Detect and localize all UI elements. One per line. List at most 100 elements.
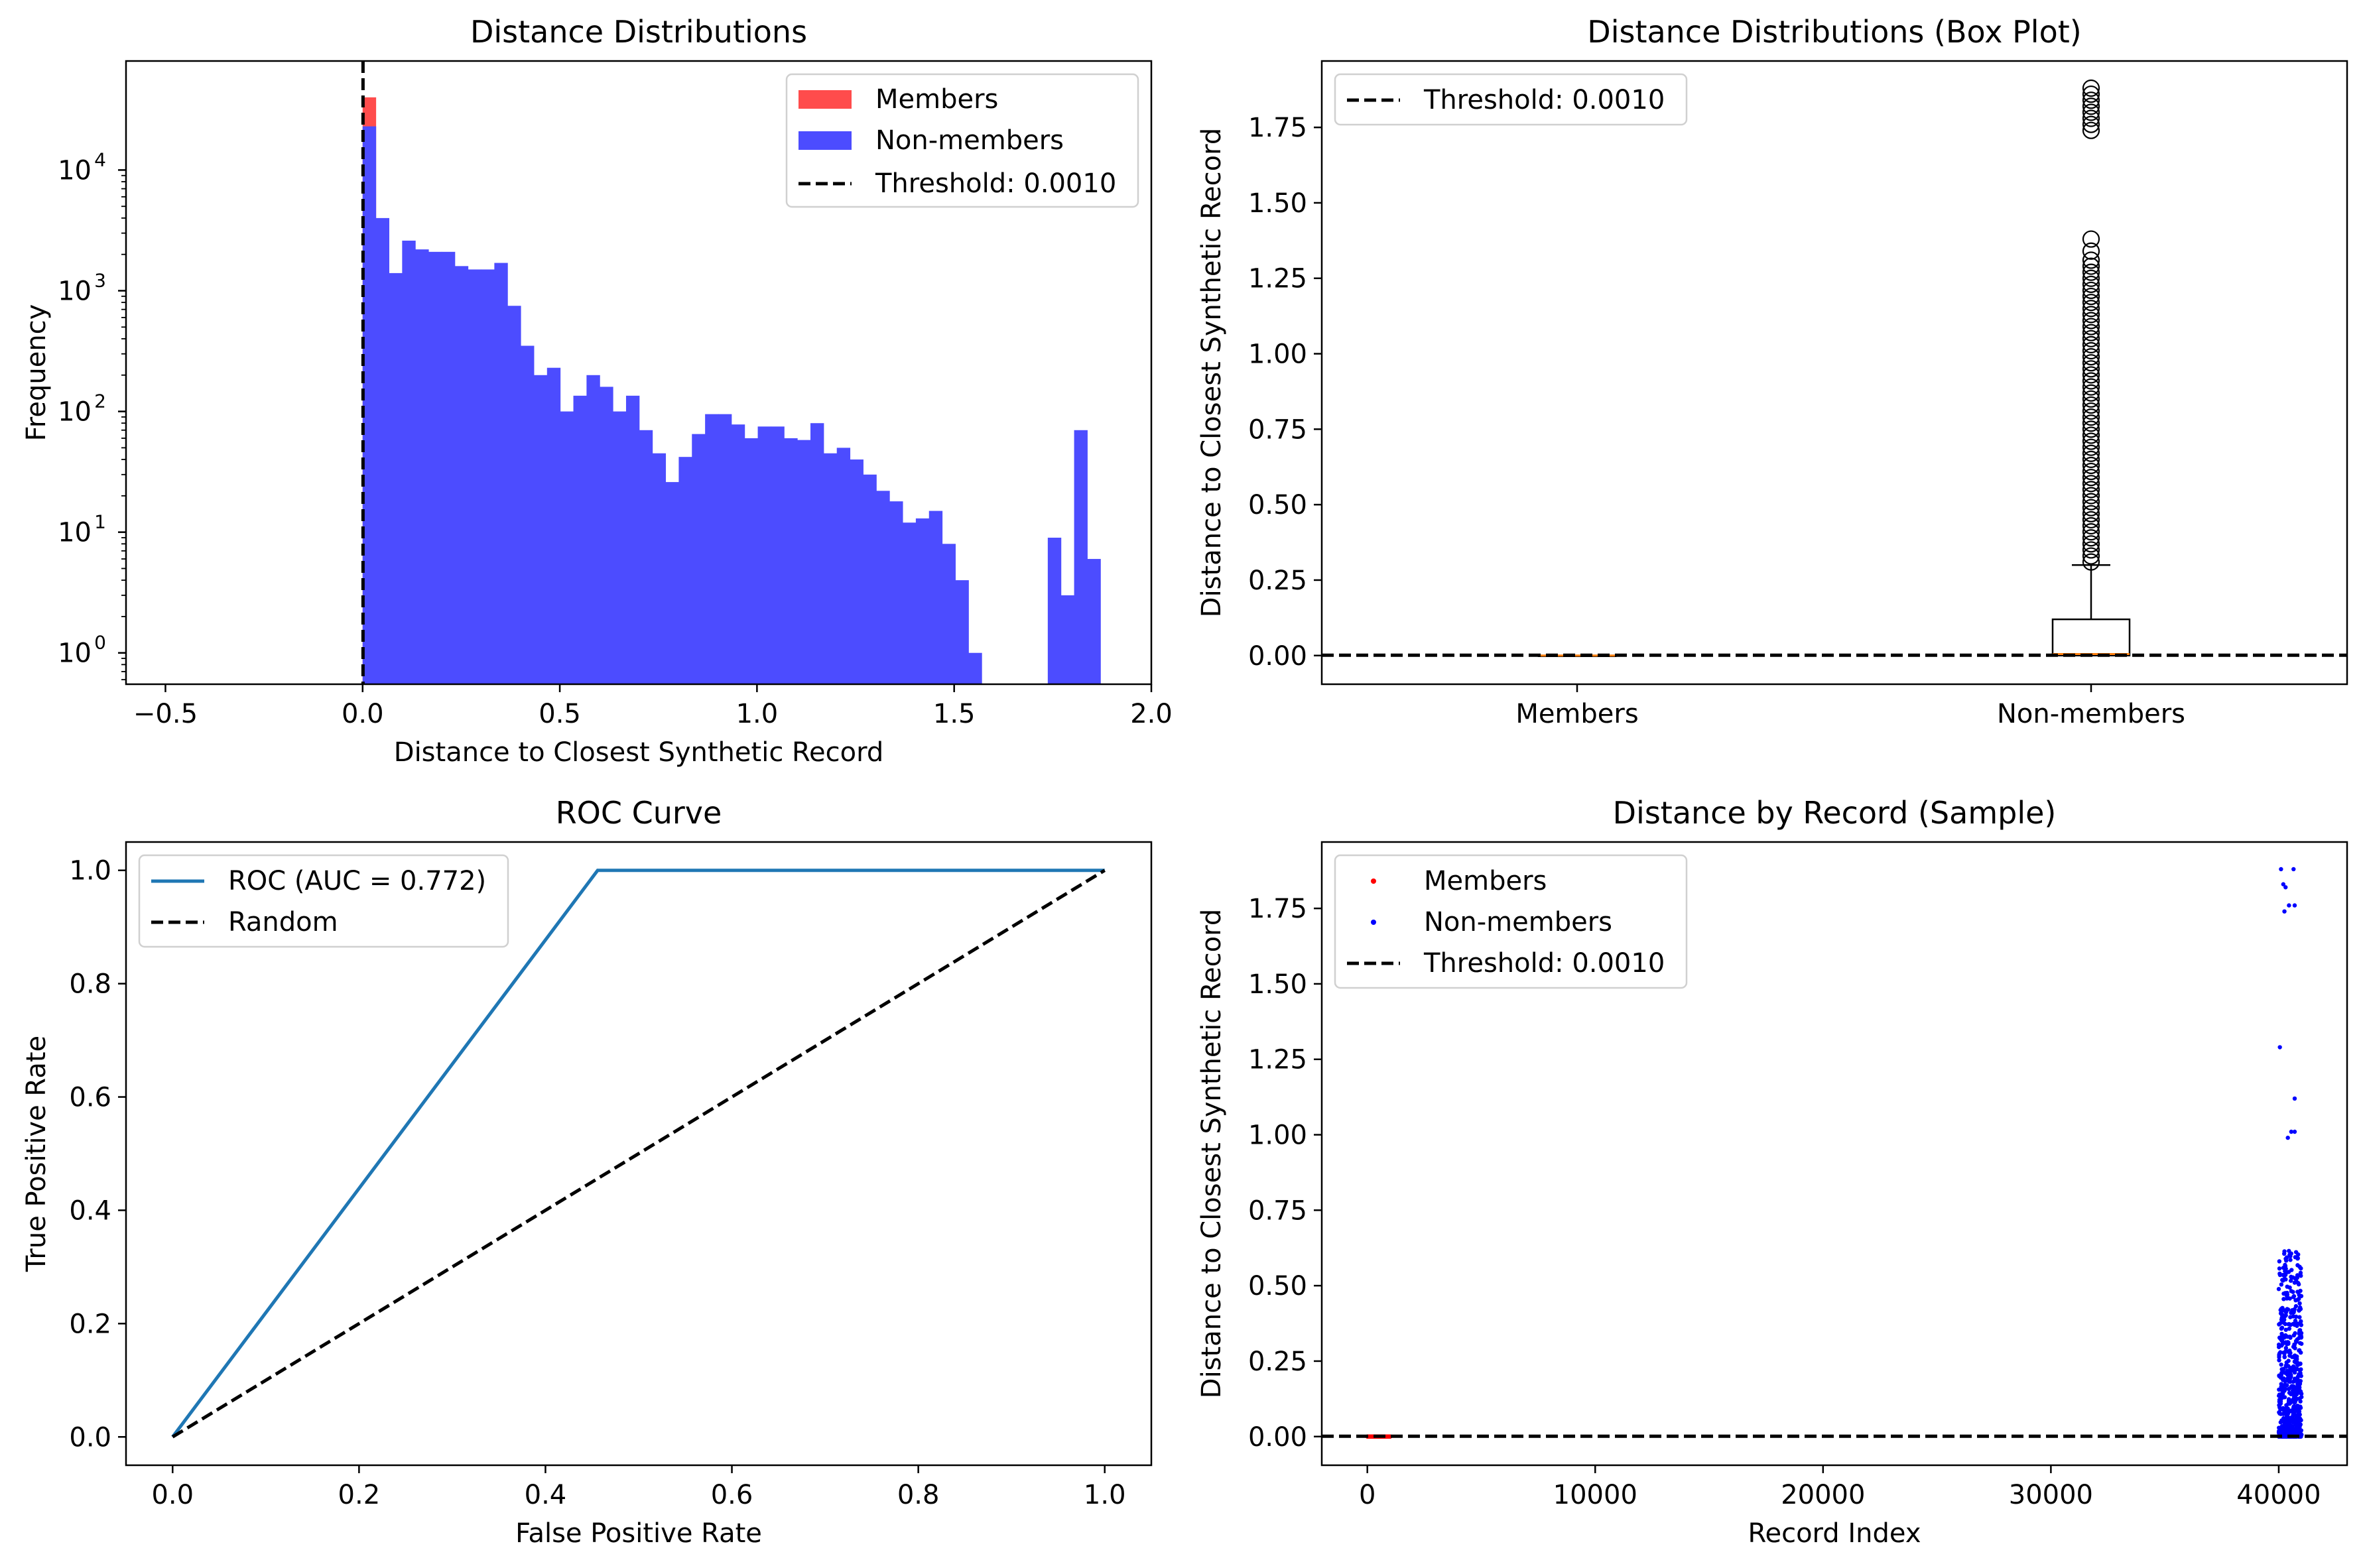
non-members-bar-14 bbox=[546, 367, 561, 684]
non-member-point bbox=[2279, 867, 2283, 872]
non-member-point bbox=[2287, 1379, 2293, 1384]
non-members-outlier bbox=[2082, 499, 2100, 516]
roc-x-ticks: 0.0 0.2 0.4 0.6 0.8 1.0 bbox=[151, 1465, 1126, 1510]
non-members-bar-34 bbox=[810, 423, 824, 684]
non-member-point bbox=[2283, 1363, 2289, 1368]
non-member-point bbox=[2278, 1375, 2283, 1380]
non-member-point bbox=[2284, 1403, 2289, 1408]
non-member-point bbox=[2278, 1431, 2283, 1436]
non-members-outlier bbox=[2082, 366, 2100, 384]
non-member-point bbox=[2299, 1394, 2304, 1400]
non-members-bar-27 bbox=[718, 414, 732, 684]
non-member-point bbox=[2293, 1331, 2297, 1336]
y-tick-label: 0.0 bbox=[69, 1422, 111, 1453]
non-member-point bbox=[2297, 1390, 2303, 1394]
non-member-point bbox=[2297, 1424, 2302, 1429]
non-members-bar-50 bbox=[1087, 559, 1101, 684]
y-tick-label: 10 bbox=[58, 155, 92, 186]
non-member-point bbox=[2288, 1258, 2293, 1262]
non-member-point bbox=[2293, 1339, 2299, 1344]
non-member-point bbox=[2285, 1340, 2289, 1345]
non-members-outlier bbox=[2082, 335, 2100, 353]
non-members-outlier bbox=[2082, 257, 2100, 275]
non-members-bar-49 bbox=[1074, 430, 1088, 684]
legend-label-roc: ROC (AUC = 0.772) bbox=[228, 866, 486, 896]
non-members-outlier bbox=[2082, 414, 2100, 432]
non-member-point bbox=[2289, 1278, 2293, 1283]
y-tick-label: 0.75 bbox=[1248, 1195, 1307, 1226]
x-tick-label: 0.5 bbox=[539, 699, 581, 729]
non-members-outlier bbox=[2082, 275, 2100, 293]
non-member-point bbox=[2284, 1296, 2289, 1301]
non-member-point bbox=[2282, 909, 2287, 914]
non-members-outlier bbox=[2082, 318, 2100, 335]
non-members-bar-25 bbox=[692, 434, 706, 684]
non-member-point bbox=[2285, 1307, 2289, 1311]
y-tick-label: 0.75 bbox=[1248, 414, 1307, 445]
non-member-point bbox=[2294, 1279, 2299, 1284]
y-tick-label: 0.2 bbox=[69, 1309, 111, 1339]
non-members-bar-47 bbox=[1047, 537, 1062, 684]
non-member-point bbox=[2277, 1358, 2281, 1362]
roc-axes-frame bbox=[125, 841, 1153, 1467]
scatter-legend: Members Non-members Threshold: 0.0010 bbox=[1334, 854, 1688, 989]
non-member-point bbox=[2298, 1350, 2303, 1355]
non-member-point bbox=[2299, 1335, 2303, 1340]
histogram-legend-box bbox=[785, 73, 1139, 208]
non-members-bar-30 bbox=[757, 426, 771, 684]
non-members-bar-24 bbox=[678, 457, 692, 684]
x-tick-label: 0.0 bbox=[342, 699, 384, 729]
non-member-point bbox=[2297, 1341, 2303, 1345]
non-member-point bbox=[2291, 1295, 2296, 1299]
non-member-point bbox=[2285, 1284, 2289, 1289]
non-member-point bbox=[2292, 1129, 2297, 1134]
roc-legend-box bbox=[138, 854, 509, 948]
non-member-point bbox=[2286, 1358, 2291, 1363]
non-members-bar-28 bbox=[731, 424, 745, 684]
non-member-point bbox=[2280, 1341, 2285, 1347]
boxplot-legend-box bbox=[1334, 73, 1688, 126]
non-member-point bbox=[2288, 1427, 2293, 1432]
x-tick-label: 20000 bbox=[1781, 1480, 1865, 1510]
non-member-point bbox=[2276, 1342, 2281, 1347]
boxplot-panel: Members Non-members 0.00 0.25 0.50 0.75 1.00 1… bbox=[1196, 14, 2348, 729]
non-members-bar-7 bbox=[454, 266, 469, 685]
non-member-point bbox=[2287, 1322, 2292, 1327]
non-members-outlier bbox=[2082, 505, 2100, 522]
non-members-outlier bbox=[2082, 354, 2100, 372]
non-members-outlier bbox=[2082, 348, 2100, 366]
non-member-point bbox=[2281, 1297, 2286, 1301]
non-members-outlier bbox=[2082, 312, 2100, 330]
non-member-point bbox=[2296, 1282, 2301, 1287]
non-member-point bbox=[2279, 1306, 2284, 1311]
non-members-bar-33 bbox=[797, 440, 811, 684]
x-tick-label: 0.2 bbox=[338, 1480, 381, 1510]
non-members-outlier bbox=[2082, 372, 2100, 390]
non-members-outlier bbox=[2082, 91, 2100, 109]
non-members-bar-40 bbox=[889, 501, 903, 684]
non-member-point bbox=[2277, 1322, 2281, 1327]
non-members-bar-1 bbox=[375, 217, 389, 684]
legend-swatch-members bbox=[1371, 878, 1376, 884]
non-members-outlier bbox=[2082, 300, 2100, 318]
boxplot-legend: Threshold: 0.0010 bbox=[1334, 73, 1688, 126]
legend-swatch-members bbox=[799, 90, 852, 109]
roc-lines bbox=[171, 869, 1106, 1439]
non-members-bar-45 bbox=[955, 580, 969, 684]
non-member-point bbox=[2279, 1362, 2283, 1367]
non-members-bar-15 bbox=[560, 411, 574, 684]
non-member-point bbox=[2283, 1411, 2289, 1416]
non-member-point bbox=[2289, 1251, 2293, 1256]
non-members-outlier bbox=[2082, 384, 2100, 402]
non-member-point bbox=[2283, 1333, 2288, 1338]
non-member-point bbox=[2281, 1251, 2287, 1256]
non-member-point bbox=[2279, 1313, 2285, 1317]
non-member-point bbox=[2277, 1351, 2282, 1356]
non-members-outlier bbox=[2082, 287, 2100, 306]
non-member-point bbox=[2295, 1263, 2300, 1268]
y-tick-label: 10 bbox=[58, 397, 92, 428]
non-member-point bbox=[2292, 903, 2297, 908]
non-member-point bbox=[2295, 1407, 2300, 1412]
non-member-point bbox=[2285, 1383, 2289, 1388]
